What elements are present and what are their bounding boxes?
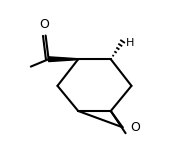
Polygon shape	[49, 57, 78, 62]
Text: O: O	[39, 18, 49, 31]
Text: O: O	[130, 121, 140, 134]
Text: H: H	[126, 38, 134, 48]
